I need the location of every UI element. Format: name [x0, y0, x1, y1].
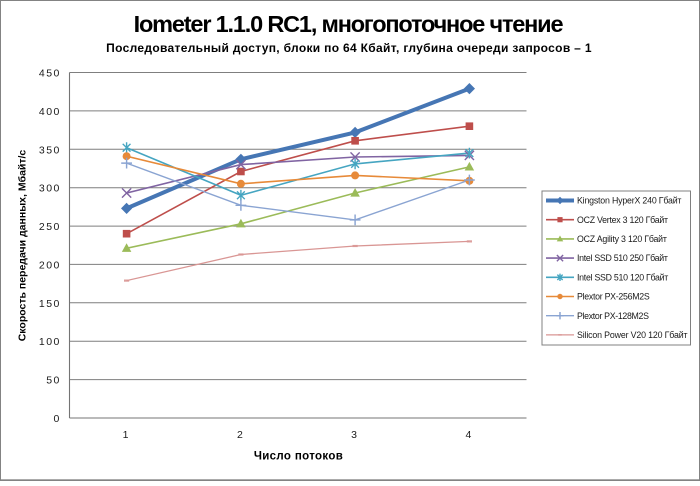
svg-text:Скорость передачи данных, Мба: Скорость передачи данных, Мбайт/с — [17, 150, 29, 342]
svg-text:350: 350 — [39, 144, 61, 156]
svg-text:Iometer 1.1.0 RC1, многопоточн: Iometer 1.1.0 RC1, многопоточное чтение — [134, 11, 564, 37]
svg-text:250: 250 — [39, 221, 61, 233]
svg-text:400: 400 — [39, 106, 61, 118]
svg-text:1: 1 — [123, 429, 129, 441]
svg-text:450: 450 — [39, 68, 61, 80]
svg-text:Plextor PX-128M2S: Plextor PX-128M2S — [577, 311, 649, 321]
svg-text:Silicon Power V20 120 Гбайт: Silicon Power V20 120 Гбайт — [577, 330, 687, 340]
svg-text:0: 0 — [54, 413, 61, 425]
svg-text:OCZ Agility 3 120 Гбайт: OCZ Agility 3 120 Гбайт — [577, 234, 667, 244]
svg-text:Число потоков: Число потоков — [254, 451, 343, 463]
svg-text:150: 150 — [39, 298, 61, 310]
svg-text:300: 300 — [39, 183, 61, 195]
svg-text:50: 50 — [46, 375, 61, 387]
svg-text:Plextor PX-256M2S: Plextor PX-256M2S — [577, 292, 650, 302]
svg-text:Intel SSD 510 120 Гбайт: Intel SSD 510 120 Гбайт — [577, 272, 668, 282]
svg-text:4: 4 — [465, 429, 471, 441]
svg-text:Kingston HyperX 240 Гбайт: Kingston HyperX 240 Гбайт — [577, 196, 681, 206]
svg-text:200: 200 — [39, 259, 61, 271]
svg-text:100: 100 — [39, 336, 61, 348]
svg-text:2: 2 — [237, 429, 243, 441]
svg-text:OCZ Vertex 3 120 Гбайт: OCZ Vertex 3 120 Гбайт — [577, 215, 668, 225]
svg-text:Intel SSD 510 250 Гбайт: Intel SSD 510 250 Гбайт — [577, 253, 668, 263]
svg-text:Последовательный доступ, блок: Последовательный доступ, блоки по 64 Кба… — [106, 41, 592, 55]
svg-text:3: 3 — [351, 429, 357, 441]
